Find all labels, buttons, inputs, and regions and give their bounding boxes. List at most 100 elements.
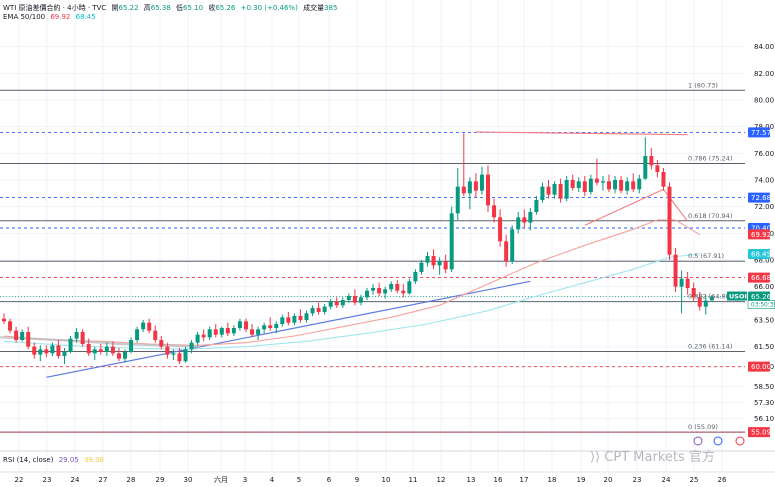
badge-bg <box>748 249 770 259</box>
ema-label: EMA 50/100 <box>3 13 46 21</box>
time-axis-label: 13 <box>467 476 476 484</box>
time-axis-label: 22 <box>15 476 24 484</box>
candle-body <box>304 313 309 320</box>
time-axis-label: 20 <box>604 476 613 484</box>
price-axis-label: 68.00 <box>754 257 774 265</box>
candle-body <box>92 349 97 354</box>
price-axis-label: 76.00 <box>754 150 774 158</box>
candle-body <box>703 300 708 307</box>
time-axis-label: 16 <box>494 476 503 484</box>
candle-body <box>540 186 545 200</box>
candle-body <box>268 325 273 328</box>
candle-body <box>80 332 85 344</box>
price-axis-label: 78.00 <box>754 123 774 131</box>
time-axis-label: 10 <box>382 476 391 484</box>
candle-body <box>461 186 466 194</box>
price-axis-label: 72.00 <box>754 203 774 211</box>
candle-body <box>552 184 557 195</box>
ema50-value: 69.92 <box>50 13 71 21</box>
time-axis-label: 19 <box>577 476 586 484</box>
time-axis-label: 5 <box>297 476 301 484</box>
price-badge: 69.92 <box>751 231 771 239</box>
candle-body <box>171 353 176 355</box>
candle-body <box>594 178 599 183</box>
candle-body <box>582 181 587 192</box>
candle-body <box>219 328 224 335</box>
candle-body <box>389 284 394 290</box>
candle-body <box>492 205 497 218</box>
price-badge: 72.68 <box>751 194 771 202</box>
time-axis-label: 29 <box>156 476 165 484</box>
price-axis-label: 61.50 <box>754 343 774 351</box>
low-value: 65.10 <box>183 4 204 12</box>
low-label: 低 <box>176 4 184 12</box>
price-badge: 65.26 <box>751 293 772 301</box>
candle-body <box>564 180 569 199</box>
candle-body <box>510 229 515 262</box>
candle-body <box>419 262 424 272</box>
symbol-line: WTI 原油差價合約 · 4小時 · TVC <box>3 4 107 12</box>
candle-body <box>625 181 630 191</box>
candle-body <box>479 174 484 191</box>
candle-body <box>74 332 79 339</box>
candle-body <box>256 329 261 335</box>
event-icon <box>735 436 745 446</box>
price-badge: 66.68 <box>751 274 771 282</box>
candle-body <box>449 213 454 270</box>
fib-label: 0.5 (67.91) <box>688 252 724 260</box>
candle-body <box>20 332 25 340</box>
time-axis-label: 26 <box>718 476 727 484</box>
candle-body <box>346 296 351 300</box>
open-label: 開 <box>111 4 119 12</box>
candle-body <box>443 261 448 270</box>
candle-body <box>643 156 648 179</box>
candle-body <box>691 288 696 298</box>
candle-body <box>558 184 563 199</box>
ema-lines <box>0 188 701 350</box>
price-axis-label: 56.10 <box>754 415 774 423</box>
candle-body <box>201 334 206 338</box>
candle-body <box>516 217 521 230</box>
candle-body <box>250 329 255 335</box>
candle-body <box>613 180 618 190</box>
time-axis-label: 6 <box>327 476 332 484</box>
price-axis-label: 74.00 <box>754 177 774 185</box>
badge-bg <box>748 192 770 203</box>
time-axis-label: 18 <box>548 476 557 484</box>
candle-body <box>316 308 321 312</box>
candle-body <box>244 321 248 330</box>
candle-body <box>607 181 611 190</box>
candle-body <box>44 349 49 354</box>
candle-body <box>183 349 188 362</box>
rsi-value-2: 39.38 <box>83 456 105 464</box>
price-axis-label: 66.00 <box>754 283 774 291</box>
trendlines[interactable] <box>46 131 688 378</box>
candle-body <box>189 342 194 350</box>
candle-body <box>334 301 339 306</box>
candle-body <box>153 330 158 340</box>
candle-body <box>358 297 363 303</box>
ema50-line <box>3 219 701 346</box>
event-icons <box>693 436 745 446</box>
time-axis[interactable]: 22 23 24 27 28 29 30 六月 3 4 5 6 9 10 11 12 13 16 17 18 19 20 2… <box>15 475 727 484</box>
candle-body <box>14 330 19 340</box>
ema100-value: 68.45 <box>75 13 96 21</box>
price-badge: 68.45 <box>751 251 771 259</box>
time-axis-label: 12 <box>437 476 446 484</box>
candle-body <box>709 296 714 301</box>
candle-body <box>195 334 200 343</box>
badge-bg <box>748 361 770 372</box>
candle-body <box>697 297 702 307</box>
candle-body <box>661 172 666 187</box>
badge-bg <box>748 427 770 438</box>
time-axis-label: 23 <box>633 476 642 484</box>
candle-body <box>486 174 490 206</box>
candle-body <box>274 324 279 328</box>
trendline-resistance <box>475 131 688 136</box>
candle-body <box>292 316 297 323</box>
candle-body <box>62 352 67 356</box>
price-axis-label: 84.00 <box>754 43 774 51</box>
candle-body <box>425 256 430 263</box>
